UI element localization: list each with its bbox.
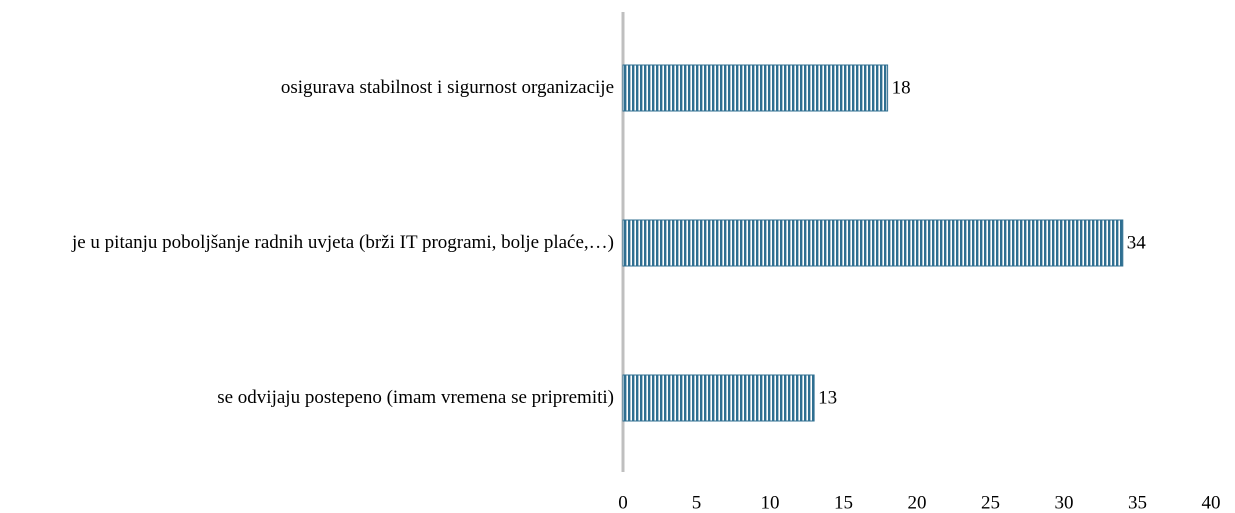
- bar: [622, 219, 1124, 267]
- category-label: osigurava stabilnost i sigurnost organiz…: [280, 77, 614, 98]
- x-tick-label: 25: [981, 492, 1000, 513]
- category-label: se odvijaju postepeno (imam vremena se p…: [217, 387, 614, 408]
- category-label: je u pitanju poboljšanje radnih uvjeta (…: [71, 232, 614, 253]
- bar: [622, 374, 815, 422]
- category-label-box: osigurava stabilnost i sigurnost organiz…: [280, 77, 614, 98]
- x-tick-label: 10: [761, 492, 780, 513]
- x-tick-label: 40: [1202, 492, 1221, 513]
- value-label: 18: [892, 77, 911, 98]
- x-tick-label: 15: [834, 492, 853, 513]
- x-tick-label: 5: [692, 492, 702, 513]
- value-label: 34: [1127, 232, 1147, 253]
- x-tick-label: 20: [908, 492, 927, 513]
- x-tick-label: 0: [618, 492, 628, 513]
- category-label-box: je u pitanju poboljšanje radnih uvjeta (…: [71, 232, 614, 253]
- x-tick-label: 30: [1055, 492, 1074, 513]
- x-tick-label: 35: [1128, 492, 1147, 513]
- bar: [622, 64, 889, 112]
- value-label: 13: [818, 387, 837, 408]
- category-label-box: se odvijaju postepeno (imam vremena se p…: [217, 387, 614, 408]
